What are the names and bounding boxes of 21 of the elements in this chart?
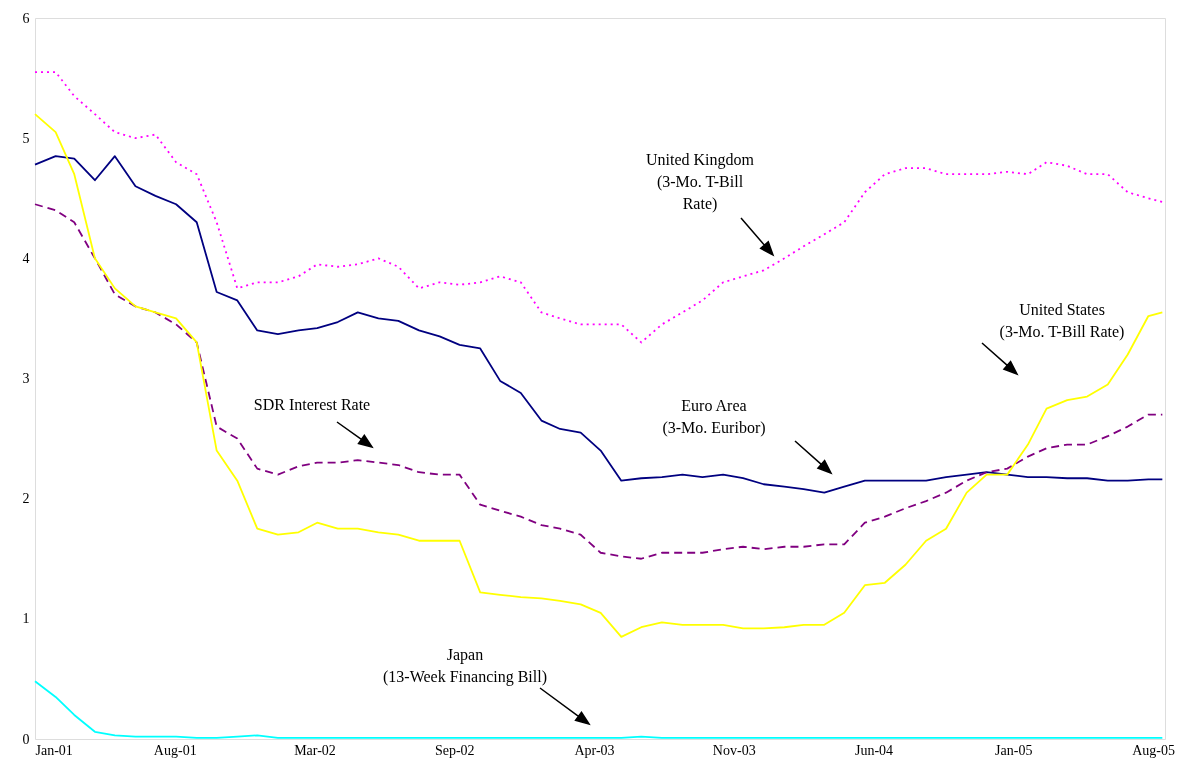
annotation: Euro Area (3-Mo. Euribor) (662, 397, 766, 437)
y-tick-label: 1 (22, 611, 30, 627)
x-tick-label: Jan-05 (995, 742, 1033, 758)
x-tick-label: Aug-01 (153, 742, 197, 758)
annotation: Japan (13-Week Financing Bill) (382, 646, 548, 686)
x-tick-label: Sep-02 (434, 742, 475, 758)
annotation: United Kingdom (3-Mo. T-Bill Rate) (646, 151, 755, 213)
y-tick-label: 5 (22, 130, 30, 146)
x-tick-label: Mar-02 (294, 742, 336, 758)
y-tick-label: 4 (22, 250, 30, 266)
annotation: SDR Interest Rate (253, 396, 371, 413)
x-tick-label: Aug-05 (1132, 742, 1175, 758)
annotation: United States (3-Mo. T-Bill Rate) (999, 301, 1125, 341)
x-tick-label: Nov-03 (712, 742, 756, 758)
y-tick-label: 0 (22, 731, 30, 747)
x-tick-label: Apr-03 (574, 742, 615, 758)
y-tick-label: 3 (22, 371, 30, 386)
y-tick-label: 2 (22, 491, 30, 507)
x-tick-label: Jan-01 (35, 742, 73, 758)
y-tick-label: 6 (22, 10, 30, 26)
x-tick-label: Jun-04 (854, 742, 894, 758)
